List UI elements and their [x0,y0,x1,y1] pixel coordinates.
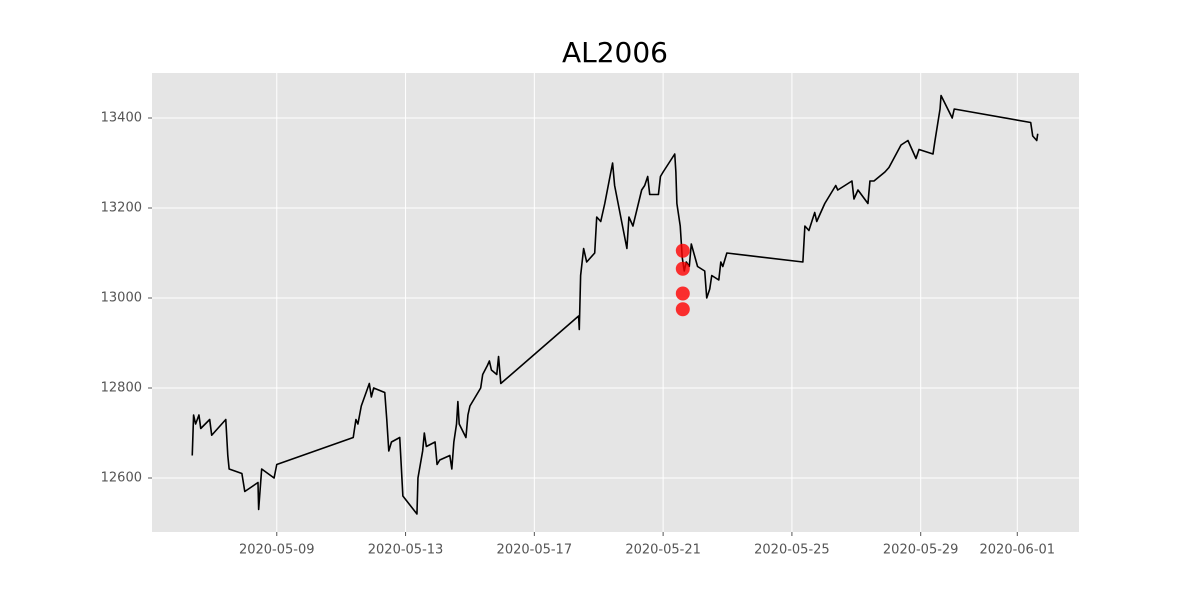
signal-point [675,261,690,276]
y-tick-label: 12600 [101,471,142,486]
chart-title: AL2006 [562,36,668,69]
y-tick-label: 13400 [101,111,142,126]
signal-point [675,243,690,258]
y-tick-label: 13200 [101,201,142,216]
y-tick-label: 12800 [101,381,142,396]
y-tick-label: 13000 [101,291,142,306]
x-tick-label: 2020-05-13 [368,543,444,558]
price-line [191,94,1039,515]
signal-point [675,286,690,301]
signal-point [675,302,690,317]
x-tick-label: 2020-05-17 [497,543,573,558]
x-tick-label: 2020-05-09 [239,543,315,558]
plot-background [152,73,1079,532]
x-tick-label: 2020-05-21 [625,543,701,558]
x-tick-label: 2020-05-25 [754,543,830,558]
x-tick-label: 2020-06-01 [980,543,1056,558]
x-tick-label: 2020-05-29 [883,543,959,558]
